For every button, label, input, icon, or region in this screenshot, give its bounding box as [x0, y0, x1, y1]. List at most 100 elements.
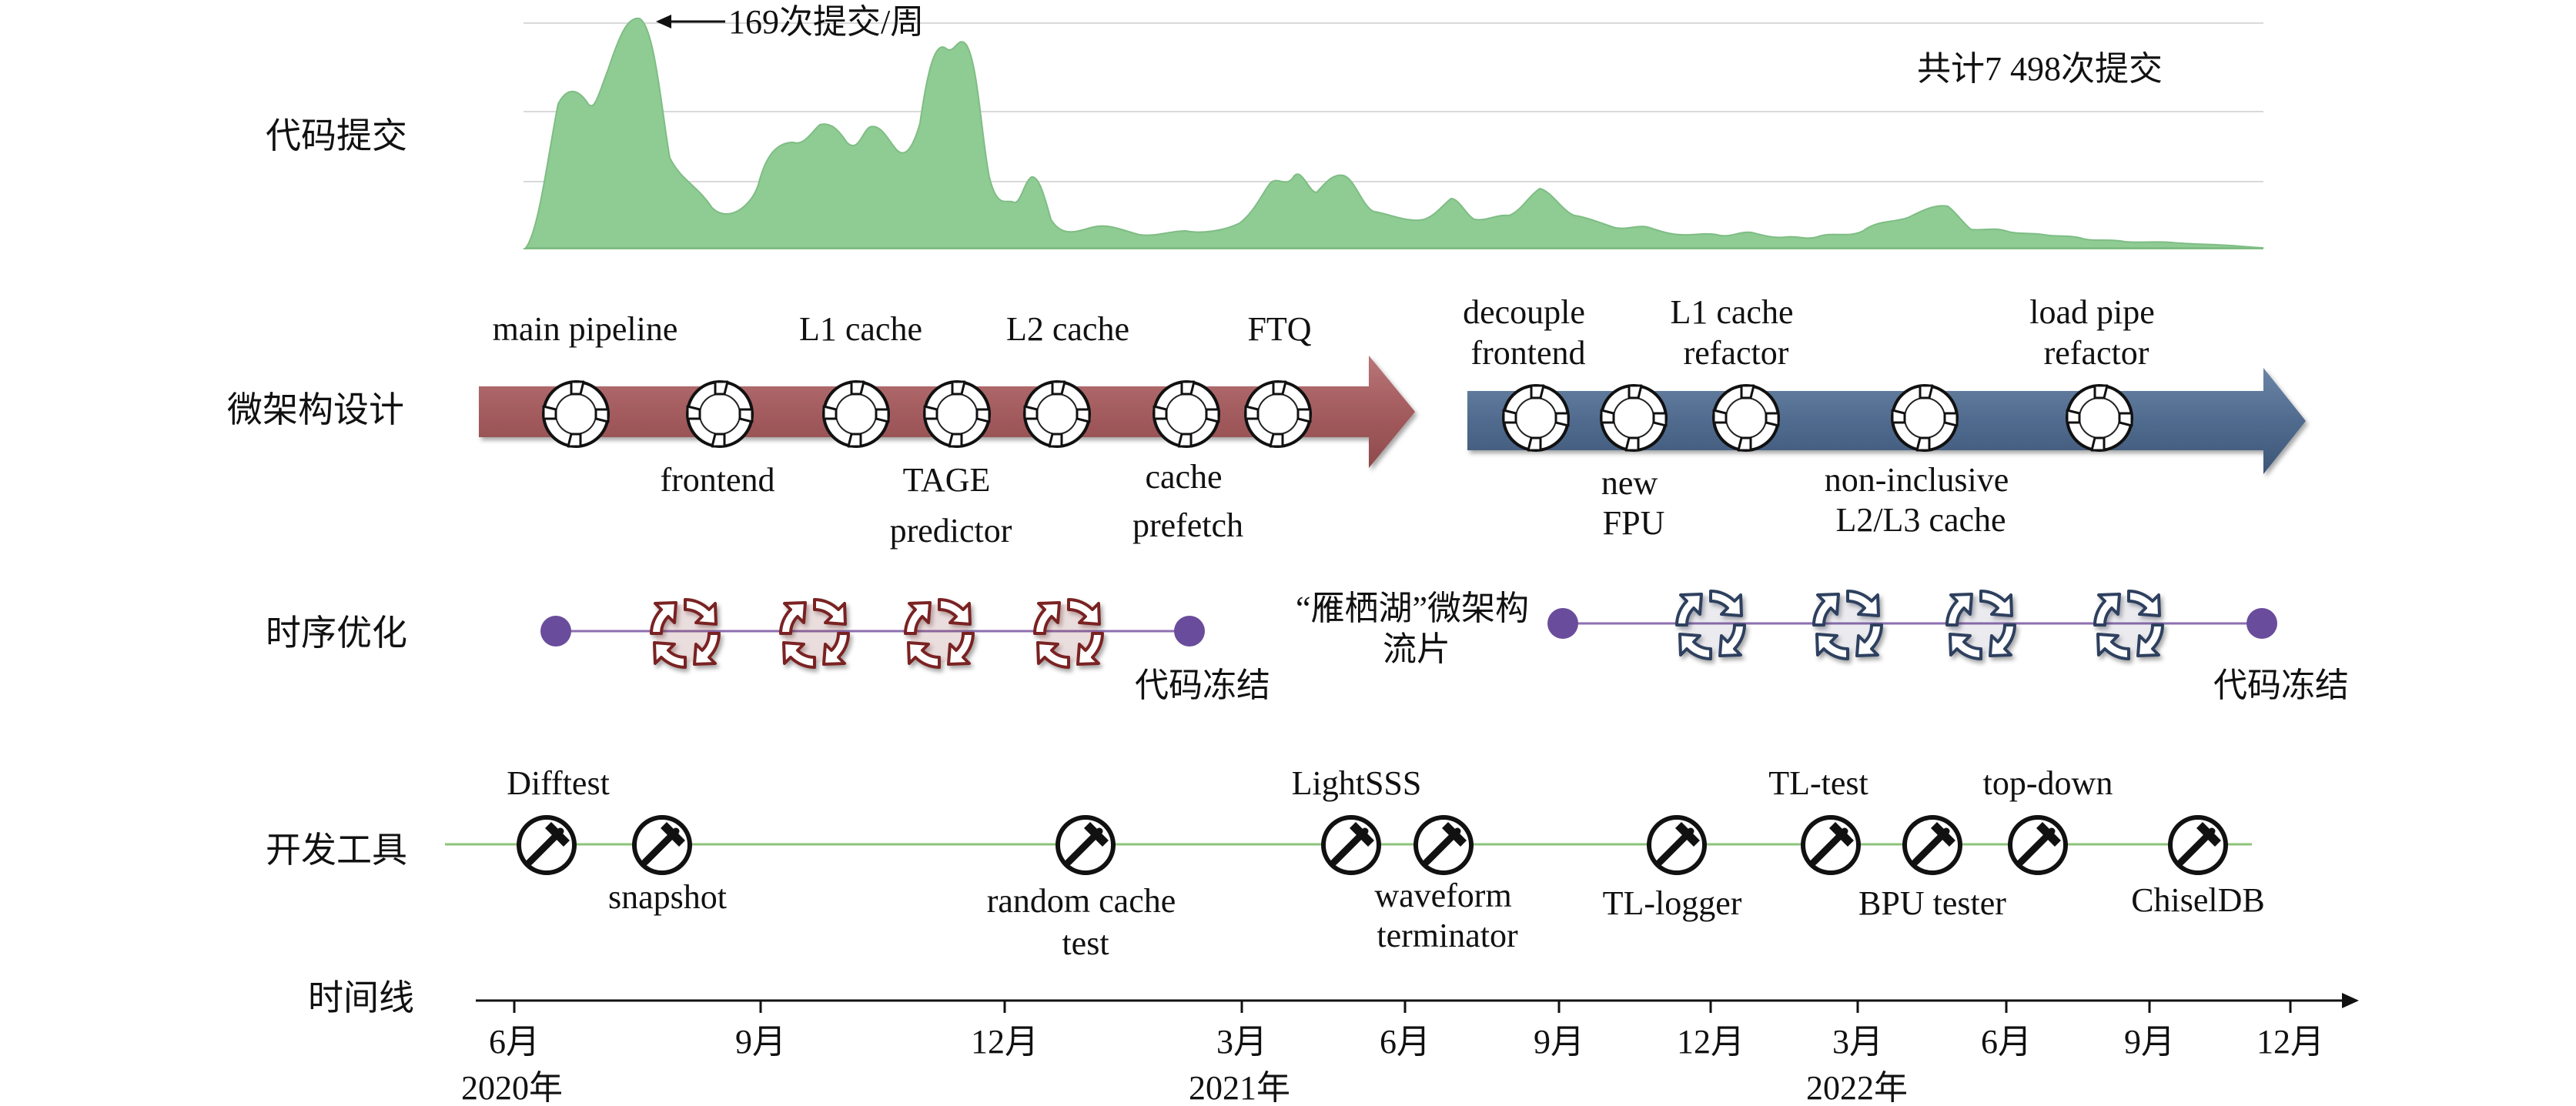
row-label-commits: 代码提交 — [266, 116, 407, 155]
tapeout-label: “雁栖湖”微架构 流片 — [1296, 590, 1537, 668]
tool-hammer-icon — [1803, 817, 1858, 873]
row-label-microarch: 微架构设计 — [227, 390, 404, 429]
milestone-gear-icon — [1023, 380, 1091, 448]
milestone-label-line: non-inclusive — [1825, 461, 2009, 499]
tapeout-dot — [1547, 608, 1578, 639]
tool-label-tl-test: TL-test — [1768, 764, 1868, 802]
timing-start-dot — [540, 616, 571, 647]
year-label-2021: 2021年 — [1189, 1069, 1290, 1106]
month-label: 3月 — [1216, 1023, 1267, 1061]
milestone-label-line: FPU — [1603, 504, 1665, 542]
code-freeze-dot — [2246, 608, 2277, 639]
row-label-timing: 时序优化 — [266, 613, 407, 653]
tool-label-difftest: Difftest — [507, 764, 610, 802]
milestone-label-line: L2/L3 cache — [1835, 501, 2006, 539]
tool-hammer-icon — [519, 817, 574, 873]
month-label: 9月 — [1534, 1023, 1584, 1061]
milestone-gear-icon — [1153, 380, 1220, 448]
milestone-label-line: predictor — [890, 512, 1012, 550]
timing-gear-icon — [779, 598, 850, 669]
commits-total-label: 共计7 498次提交 — [1917, 50, 2163, 88]
milestone-gear-icon — [1244, 380, 1312, 448]
tapeout-label-line: “雁栖湖”微架构 — [1296, 590, 1529, 627]
commits-area-chart: 169次提交/周 共计7 498次提交 — [524, 3, 2264, 249]
milestone-label-line: decouple — [1463, 293, 1585, 331]
tool-label-snapshot: snapshot — [608, 878, 727, 916]
peak-annotation-arrowhead — [656, 15, 671, 28]
milestone-label-decouple-frontend: decouple frontend — [1463, 293, 1594, 372]
tool-label-bpu-tester: BPU tester — [1858, 884, 2006, 922]
milestone-gear-icon — [1502, 384, 1570, 452]
tool-label-random-cache-test: random cache test — [987, 882, 1185, 962]
milestone-label-line: L1 cache — [1671, 293, 1794, 331]
month-label: 6月 — [489, 1023, 540, 1061]
timing-gear-icon — [650, 598, 721, 669]
tool-label-chiseldb: ChiselDB — [2131, 881, 2265, 919]
tool-label-line: waveform — [1374, 877, 1511, 914]
month-label: 3月 — [1832, 1023, 1883, 1061]
year-label-2022: 2022年 — [1806, 1069, 1908, 1106]
tool-label-lightsss: LightSSS — [1292, 764, 1422, 802]
tool-label-waveform-terminator: waveform terminator — [1374, 877, 1520, 954]
tools-row: Difftest LightSSS TL-test top-down snaps… — [445, 764, 2265, 962]
milestone-label-load-pipe-refactor: load pipe refactor — [2029, 293, 2163, 372]
milestone-label-tage-predictor: TAGE predictor — [890, 461, 1012, 550]
year-label-2020: 2020年 — [461, 1069, 563, 1106]
tool-hammer-icon — [1649, 817, 1705, 873]
timing-gear-icon — [904, 598, 975, 669]
timing-gear-icon — [1945, 590, 2016, 660]
milestone-label-l1-cache: L1 cache — [799, 310, 922, 348]
month-label: 12月 — [2257, 1023, 2324, 1061]
timing-gear-icon — [1675, 590, 1746, 660]
milestone-gear-icon — [686, 380, 754, 448]
milestone-label-non-inclusive-cache: non-inclusive L2/L3 cache — [1825, 461, 2018, 539]
month-label: 6月 — [1380, 1023, 1430, 1061]
timeline-axis: 6月 9月 12月 3月 6月 9月 12月 3月 6月 9月 12月 2020年 2021年 20… — [461, 993, 2359, 1106]
timing-gear-icon — [2093, 590, 2164, 660]
peak-annotation-label: 169次提交/周 — [728, 3, 924, 41]
timing-gear-icon — [1812, 590, 1883, 660]
month-label: 6月 — [1981, 1023, 2032, 1061]
milestone-gear-icon — [2066, 384, 2133, 452]
tool-hammer-icon — [634, 817, 690, 873]
tool-label-line: random cache — [987, 882, 1176, 920]
microarch-phase2-arrow — [1467, 368, 2306, 474]
commits-area — [524, 17, 2264, 249]
tool-label-line: terminator — [1377, 917, 1518, 954]
tool-hammer-icon — [2010, 817, 2066, 873]
row-label-tools: 开发工具 — [266, 830, 407, 870]
tool-hammer-icon — [1905, 817, 1960, 873]
milestone-label-ftq: FTQ — [1247, 310, 1311, 348]
month-label: 12月 — [971, 1023, 1039, 1061]
tool-label-line: test — [1062, 924, 1109, 962]
milestone-label-line: new — [1601, 464, 1658, 502]
milestone-gear-icon — [542, 380, 610, 448]
milestone-label-line: refactor — [1684, 334, 1789, 372]
milestone-label-l1-cache-refactor: L1 cache refactor — [1671, 293, 1802, 372]
milestone-label-new-fpu: new FPU — [1601, 464, 1666, 542]
milestone-label-line: load pipe — [2029, 293, 2155, 331]
milestone-label-line: frontend — [1470, 334, 1585, 372]
milestone-gear-icon — [1600, 384, 1668, 452]
row-label-timeline: 时间线 — [308, 978, 414, 1017]
timing-row: 代码冻结 “雁栖湖”微架构 流片 代码冻结 — [540, 590, 2349, 704]
milestone-gear-icon — [822, 380, 890, 448]
tool-hammer-icon — [2170, 817, 2226, 873]
code-freeze-label-2: 代码冻结 — [2213, 667, 2349, 704]
tool-hammer-icon — [1323, 817, 1379, 873]
milestone-label-main-pipeline: main pipeline — [493, 310, 678, 348]
month-label: 12月 — [1677, 1023, 1745, 1061]
timing-gear-icon — [1033, 598, 1104, 669]
milestone-label-l2-cache: L2 cache — [1006, 310, 1129, 348]
milestone-label-cache-prefetch: cache prefetch — [1132, 458, 1243, 544]
milestone-label-line: prefetch — [1132, 506, 1243, 544]
milestone-label-line: refactor — [2044, 334, 2149, 372]
code-freeze-label-1: 代码冻结 — [1135, 667, 1270, 704]
tool-label-tl-logger: TL-logger — [1603, 884, 1742, 922]
tool-hammer-icon — [1058, 817, 1113, 873]
month-label: 9月 — [2124, 1023, 2175, 1061]
month-label: 9月 — [735, 1023, 786, 1061]
code-freeze-dot — [1174, 616, 1205, 647]
milestone-gear-icon — [923, 380, 991, 448]
